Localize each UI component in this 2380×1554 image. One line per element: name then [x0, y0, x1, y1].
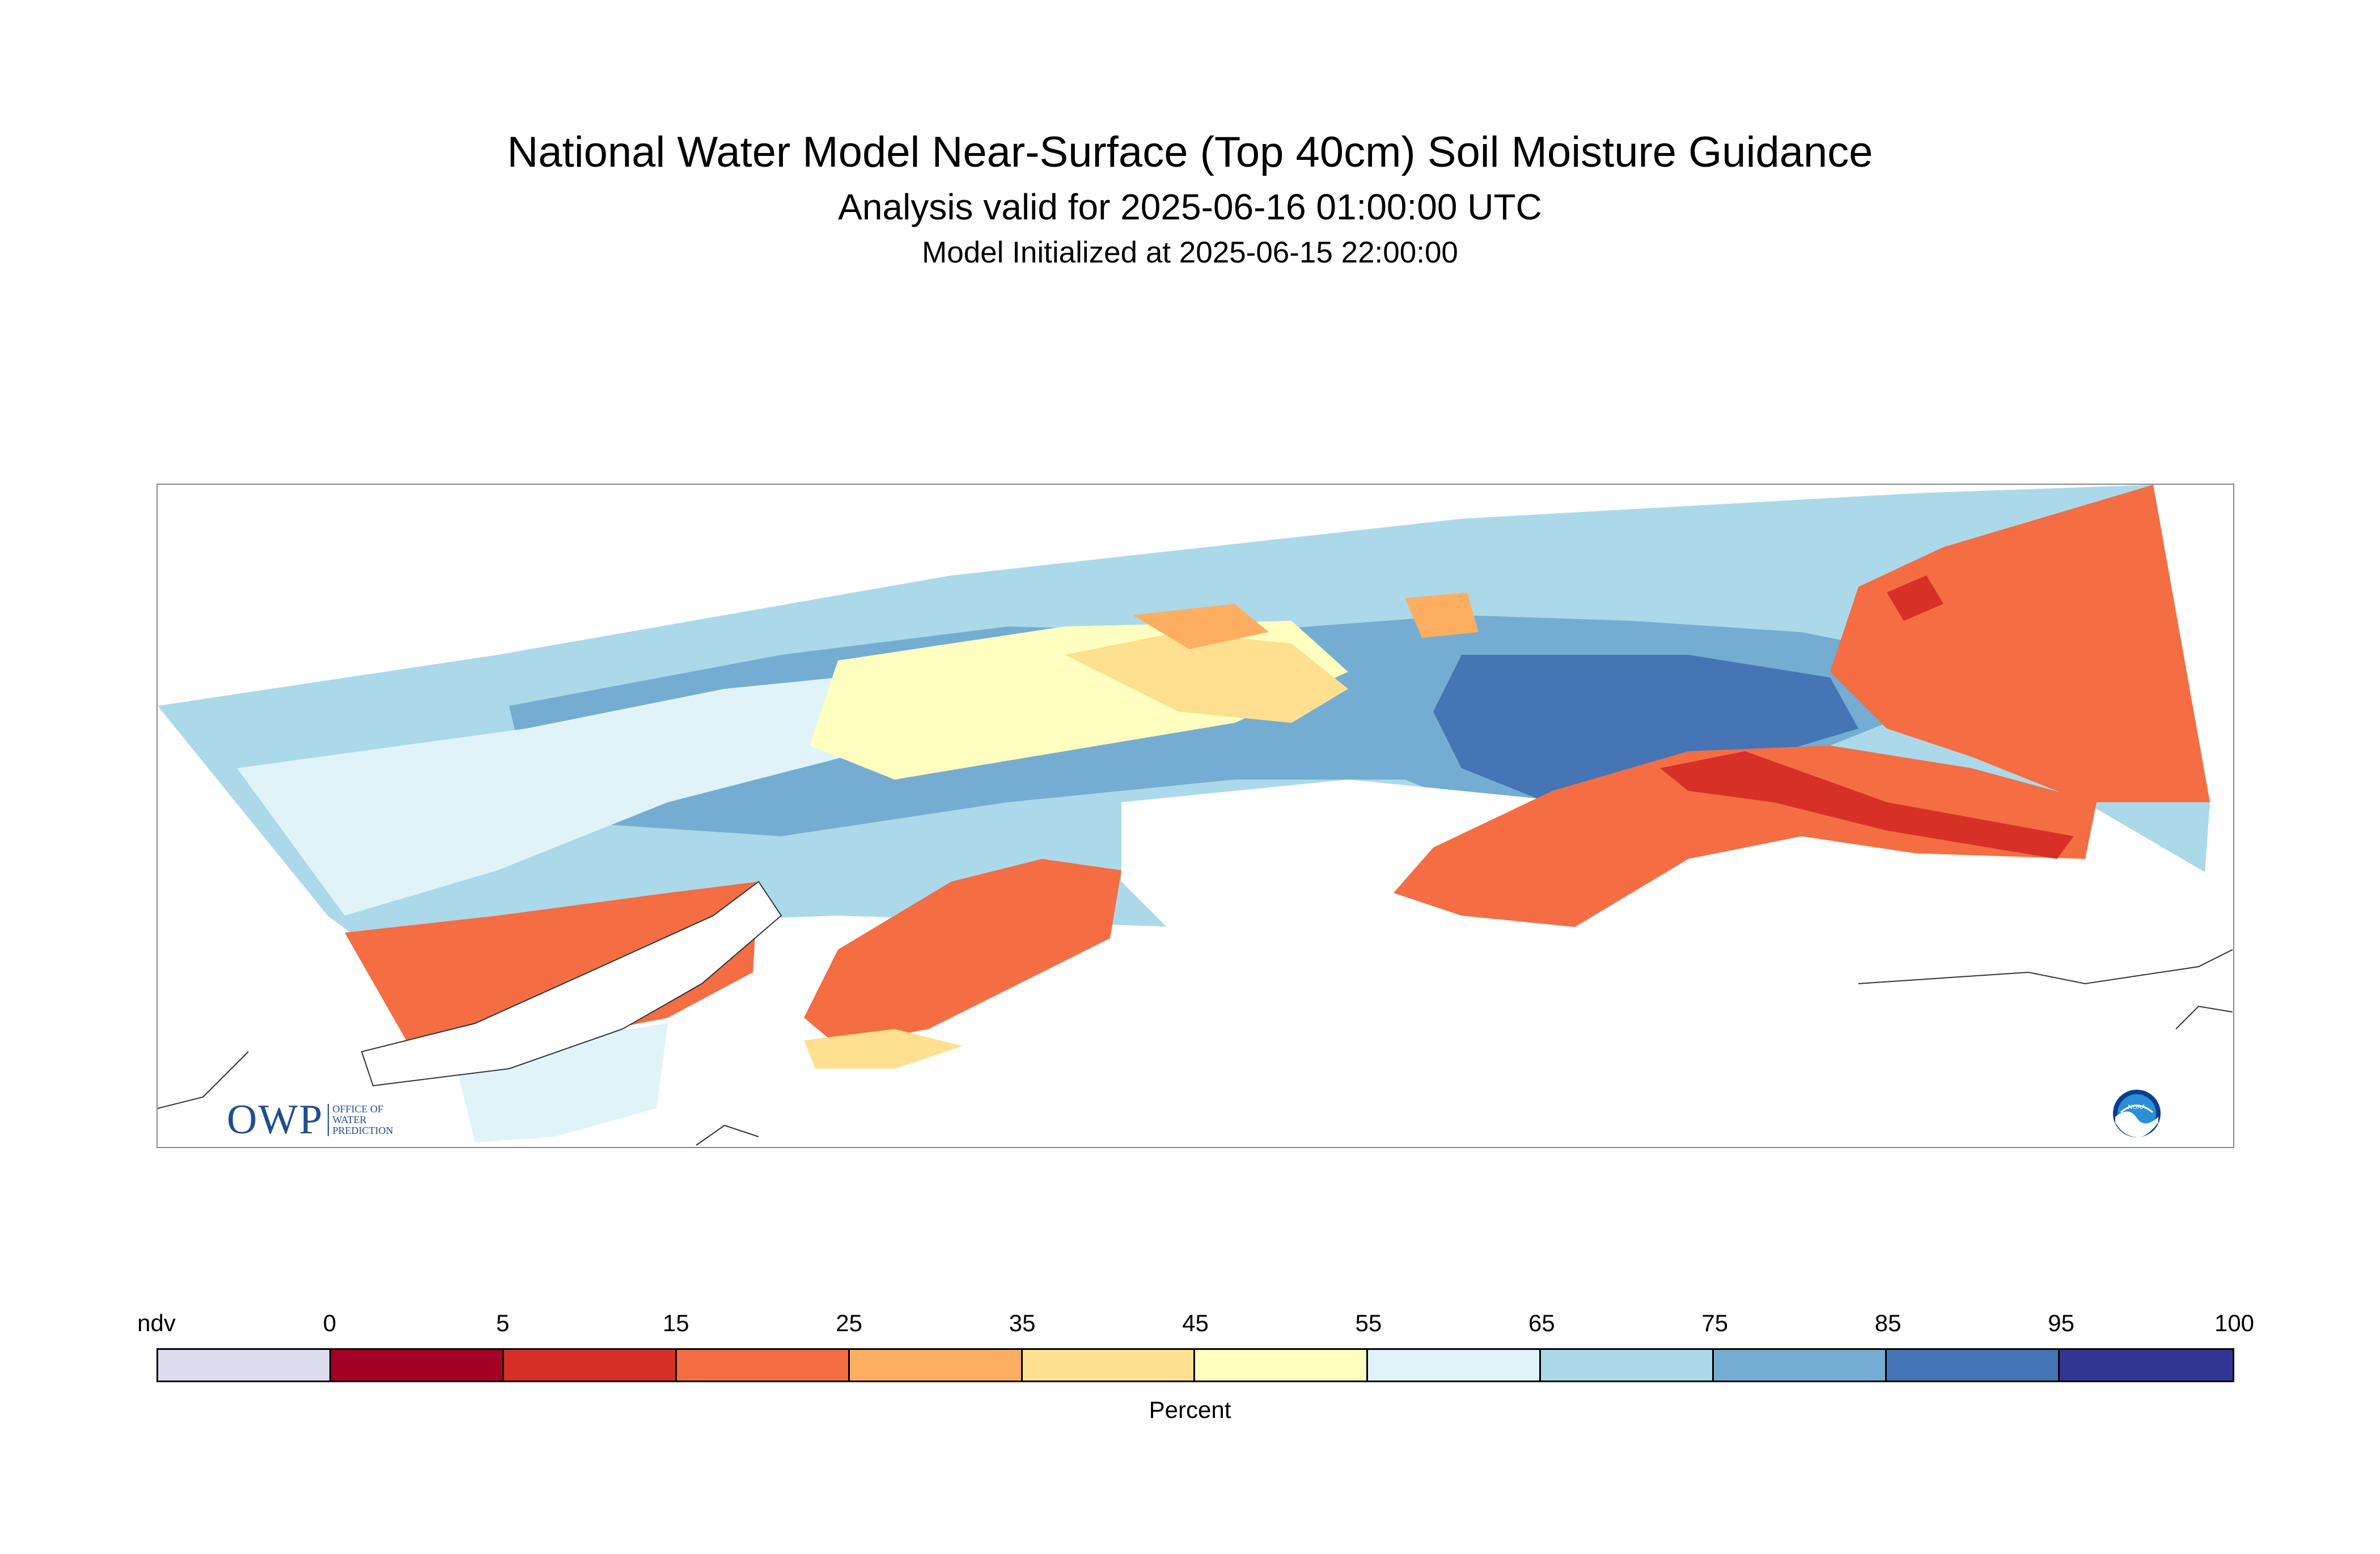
noaa-logo-text: NOAA	[2128, 1104, 2146, 1111]
colorbar-swatch	[331, 1350, 504, 1381]
coastline	[158, 949, 2233, 1146]
owp-logo-line2: WATER	[332, 1113, 367, 1125]
dry-soil-region-northeast	[1830, 485, 2210, 802]
colorbar-swatch	[503, 1350, 677, 1381]
colorbar-swatch	[849, 1350, 1023, 1381]
model-init-subtitle: Model Initialized at 2025-06-15 22:00:00	[922, 236, 1458, 269]
colorbar-swatch	[158, 1350, 331, 1381]
very-wet-soil-region	[1433, 655, 1858, 802]
map-subtitle: Analysis valid for 2025-06-16 01:00:00 U…	[838, 187, 1542, 227]
colorbar-swatch	[1195, 1350, 1369, 1381]
colorbar-tick-label: 5	[496, 1310, 510, 1336]
moderate-soil-region	[237, 672, 895, 916]
colorbar-label: Percent	[1149, 1396, 1231, 1423]
dry-soil-region-peninsula	[804, 859, 1121, 1046]
colorbar	[156, 1348, 2234, 1382]
low-mid-moisture-region	[1065, 632, 1348, 723]
noaa-logo-icon: NOAA	[2113, 1090, 2161, 1138]
map-frame	[156, 484, 2234, 1148]
colorbar-tick-label: 85	[1874, 1310, 1902, 1336]
soil-moisture-map	[158, 485, 2233, 1146]
colorbar-tick-label: 0	[323, 1310, 337, 1336]
colorbar-tick-label: 55	[1355, 1310, 1382, 1336]
owp-logo-letters: OWP	[227, 1096, 324, 1143]
colorbar-swatch	[1368, 1350, 1542, 1381]
colorbar-swatch	[1541, 1350, 1714, 1381]
owp-logo-line1: OFFICE OF	[332, 1103, 383, 1115]
colorbar-tick-label: 45	[1182, 1310, 1209, 1336]
colorbar-tick-label: 25	[836, 1310, 863, 1336]
dry-soil-region-southeast	[1394, 746, 2097, 927]
colorbar-tick-label: 35	[1009, 1310, 1036, 1336]
colorbar-swatch	[1887, 1350, 2060, 1381]
colorbar-tick-label: ndv	[137, 1310, 176, 1336]
owp-logo-line3: PREDICTION	[332, 1124, 393, 1136]
owp-logo: OWP OFFICE OF WATER PREDICTION	[227, 1096, 393, 1143]
cook-inlet-water	[361, 880, 782, 1087]
map-title: National Water Model Near-Surface (Top 4…	[507, 128, 1873, 176]
colorbar-tick-label: 75	[1701, 1310, 1729, 1336]
colorbar-swatch	[676, 1350, 850, 1381]
colorbar-tick-label: 95	[2048, 1310, 2074, 1336]
colorbar-swatch	[1022, 1350, 1196, 1381]
dry-patch-region	[1133, 604, 1269, 649]
mid-dry-peninsula-tip	[804, 1029, 963, 1069]
very-dry-streak	[1660, 751, 2074, 859]
colorbar-swatch	[2059, 1350, 2233, 1381]
colorbar-tick-label: 15	[662, 1310, 689, 1336]
very-dry-spot	[1887, 575, 1943, 621]
dry-patch-region-2	[1405, 592, 1479, 638]
colorbar-tick-label: 65	[1528, 1310, 1555, 1336]
colorbar-swatch	[1714, 1350, 1887, 1381]
owp-logo-text: OFFICE OF WATER PREDICTION	[328, 1103, 393, 1136]
colorbar-tick-label: 100	[2214, 1310, 2255, 1336]
